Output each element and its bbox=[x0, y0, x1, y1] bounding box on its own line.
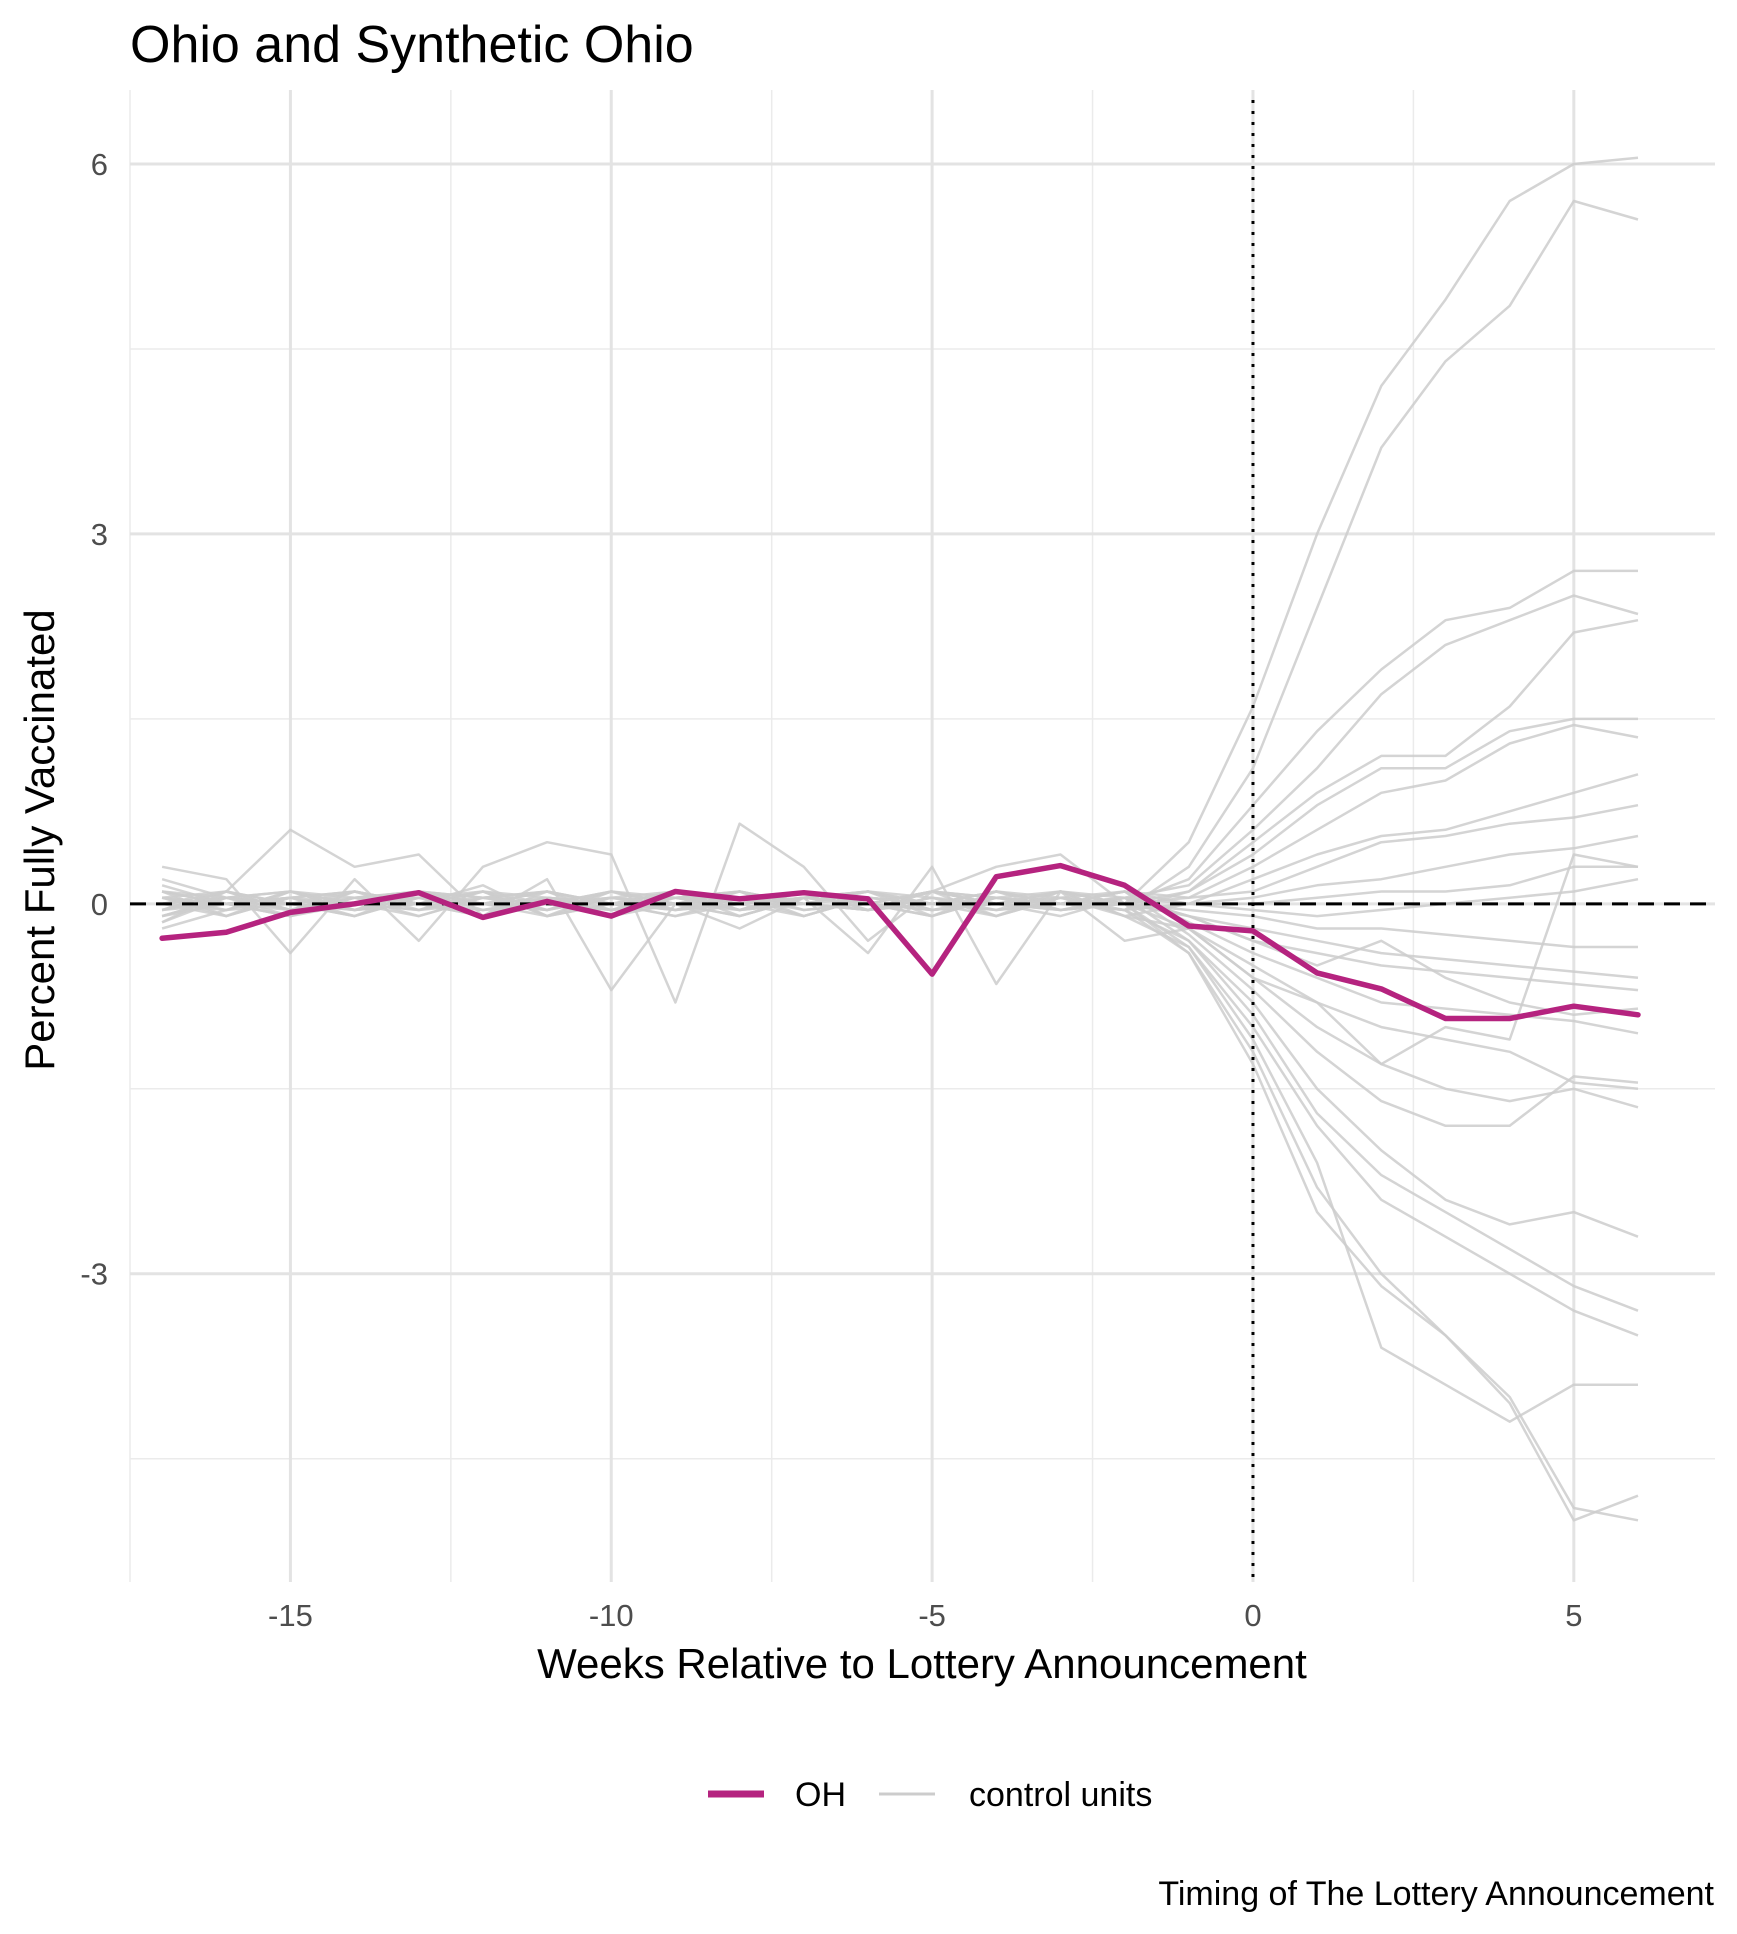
series-line-control-unit bbox=[161, 569, 1638, 918]
series-line-oh bbox=[159, 862, 1641, 1022]
series-line-control-unit bbox=[161, 890, 1639, 1091]
y-tick-labels: -3 0 3 6 bbox=[80, 147, 108, 1292]
series-line-control-unit bbox=[161, 890, 1638, 1423]
x-tick-labels: -15 -10 -5 0 5 bbox=[268, 1598, 1582, 1633]
legend-oh-label: OH bbox=[795, 1776, 846, 1814]
reference-lines bbox=[130, 100, 1715, 1582]
y-axis-title: Percent Fully Vaccinated bbox=[16, 609, 63, 1070]
series-line-control-unit bbox=[161, 890, 1639, 1522]
series-line-control-unit bbox=[161, 828, 1639, 1066]
x-tick-label: 0 bbox=[1244, 1598, 1261, 1633]
chart-title: Ohio and Synthetic Ohio bbox=[130, 16, 694, 74]
series-line-control-unit bbox=[161, 717, 1638, 918]
series-line-control-unit bbox=[161, 822, 1639, 1017]
grid-major-lines bbox=[130, 90, 1715, 1582]
x-tick-label: -5 bbox=[918, 1598, 946, 1633]
x-axis-title: Weeks Relative to Lottery Announcement bbox=[537, 1640, 1307, 1687]
series-line-control-unit bbox=[161, 890, 1639, 1035]
x-tick-label: -10 bbox=[589, 1598, 634, 1633]
y-tick-label: 0 bbox=[91, 887, 108, 922]
grid-minor-lines bbox=[129, 90, 1715, 1582]
series-line-control-unit bbox=[161, 890, 1639, 1337]
oh-series bbox=[159, 862, 1641, 1022]
chart-caption: Timing of The Lottery Announcement bbox=[1158, 1875, 1714, 1913]
x-tick-label: -15 bbox=[268, 1598, 313, 1633]
series-line-control-unit bbox=[161, 890, 1639, 1128]
legend-control-units-label: control units bbox=[969, 1776, 1152, 1814]
series-line-control-unit bbox=[161, 890, 1639, 1238]
y-tick-label: 3 bbox=[91, 517, 108, 552]
series-line-control-unit bbox=[161, 890, 1639, 1312]
control-units-series bbox=[161, 156, 1639, 1522]
series-line-control-unit bbox=[161, 156, 1639, 918]
legend: OH control units bbox=[708, 1776, 1152, 1814]
y-tick-label: -3 bbox=[80, 1257, 108, 1292]
x-tick-label: 5 bbox=[1565, 1598, 1582, 1633]
series-line-control-unit bbox=[161, 890, 1639, 1109]
y-tick-label: 6 bbox=[91, 147, 108, 182]
series-line-control-unit bbox=[161, 199, 1639, 918]
series-line-control-unit bbox=[161, 890, 1639, 1522]
